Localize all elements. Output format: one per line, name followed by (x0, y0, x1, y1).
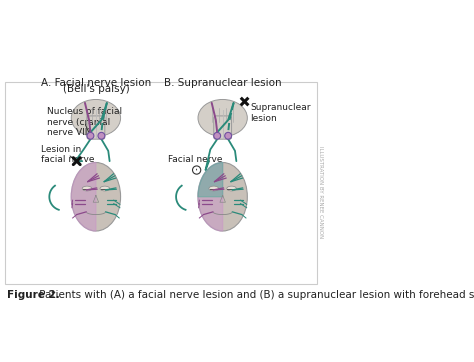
Ellipse shape (198, 100, 247, 136)
FancyBboxPatch shape (214, 116, 232, 139)
Ellipse shape (198, 163, 247, 231)
Text: Supranuclear
lesion: Supranuclear lesion (245, 101, 310, 123)
Ellipse shape (71, 163, 120, 231)
Text: Figure 2.: Figure 2. (7, 290, 60, 300)
Polygon shape (71, 163, 96, 231)
Circle shape (98, 132, 105, 139)
Ellipse shape (209, 186, 219, 191)
Circle shape (214, 132, 220, 139)
Ellipse shape (100, 186, 109, 191)
FancyBboxPatch shape (87, 116, 105, 139)
Polygon shape (198, 163, 223, 231)
Text: (Bell's palsy): (Bell's palsy) (63, 84, 129, 94)
Ellipse shape (82, 186, 92, 191)
Text: A. Facial nerve lesion: A. Facial nerve lesion (41, 78, 151, 88)
Text: Patients with (A) a facial nerve lesion and (B) a supranuclear lesion with foreh: Patients with (A) a facial nerve lesion … (36, 290, 474, 300)
FancyBboxPatch shape (6, 82, 317, 285)
Circle shape (225, 132, 232, 139)
Text: Nucleus of facial
nerve (cranial
nerve VII): Nucleus of facial nerve (cranial nerve V… (46, 107, 122, 137)
Circle shape (87, 132, 94, 139)
Ellipse shape (227, 186, 237, 191)
Text: B. Supranuclear lesion: B. Supranuclear lesion (164, 78, 282, 88)
Text: ILLUSTRATION BY RENEE CANNON: ILLUSTRATION BY RENEE CANNON (318, 146, 323, 238)
Ellipse shape (71, 100, 120, 136)
Polygon shape (198, 163, 223, 197)
Text: Lesion in
facial nerve: Lesion in facial nerve (41, 144, 95, 164)
Text: Facial nerve: Facial nerve (168, 155, 222, 170)
